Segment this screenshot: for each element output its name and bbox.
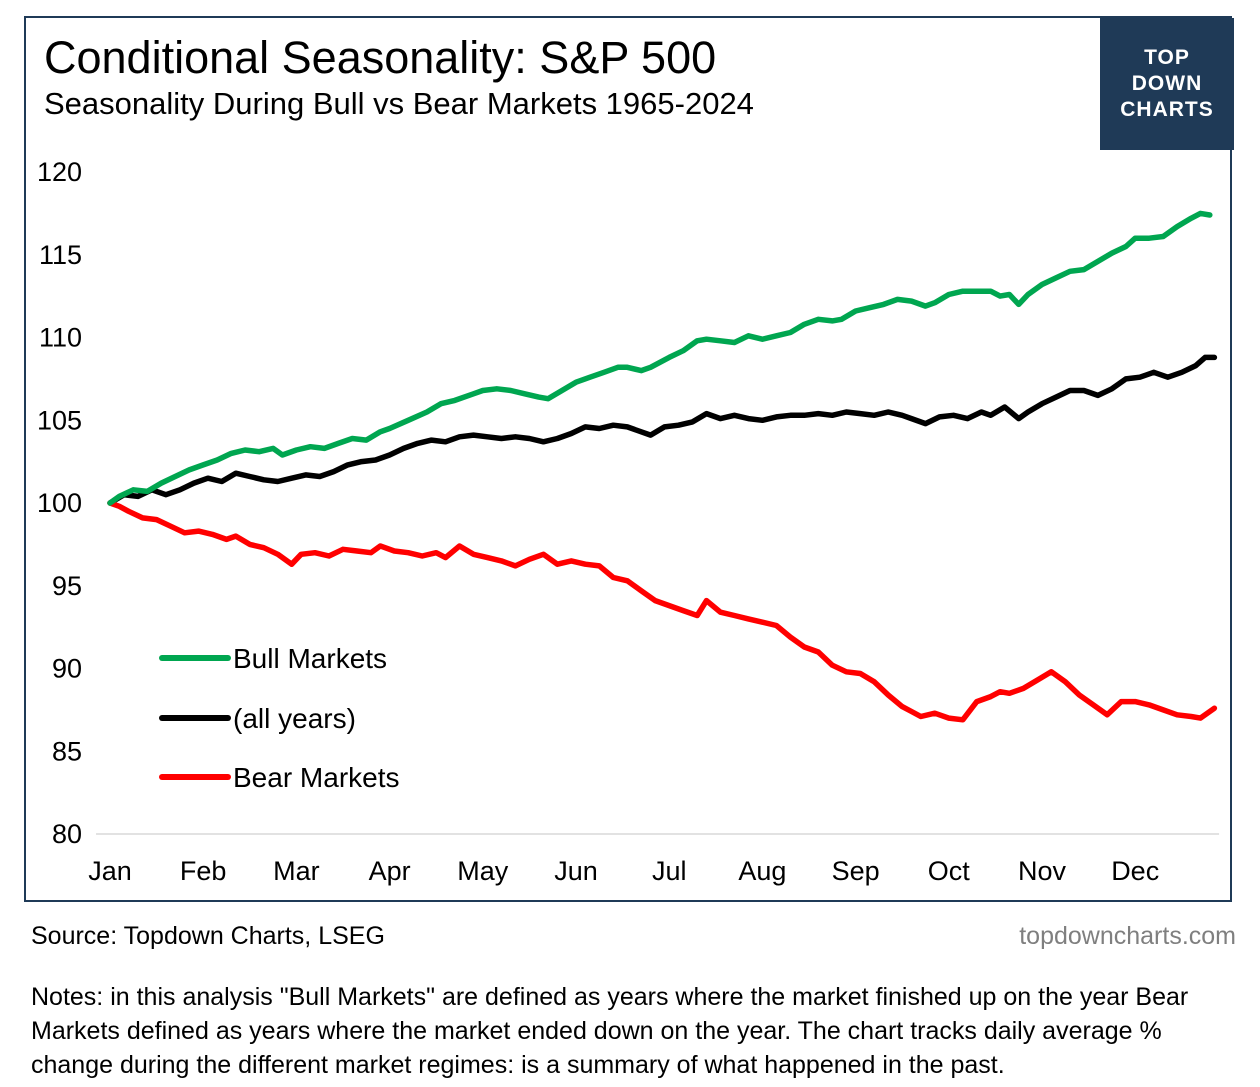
legend-bull-markets-label: Bull Markets: [233, 643, 387, 674]
y-tick-label: 90: [52, 654, 82, 684]
y-tick-label: 85: [52, 736, 82, 766]
all-years-line: [107, 354, 1218, 506]
line-chart: 80 85 90 95 100 105 110 115 120 Jan Feb Mar Apr May Ju…: [37, 157, 1220, 886]
logo-line-2: DOWN: [1131, 72, 1203, 95]
y-tick-label: 120: [37, 157, 82, 187]
legend-all-years-label: (all years): [233, 703, 356, 734]
y-tick-label: 105: [37, 405, 82, 435]
x-tick-label: Feb: [180, 856, 227, 886]
topdown-charts-logo: TOP DOWN CHARTS: [1100, 18, 1234, 150]
bull-markets-line: [107, 210, 1213, 506]
website-credit: topdowncharts.com: [1019, 922, 1236, 950]
x-tick-label: Apr: [369, 856, 411, 886]
y-tick-label: 80: [52, 819, 82, 849]
x-tick-label: Mar: [273, 856, 320, 886]
y-tick-label: 100: [37, 488, 82, 518]
y-tick-label: 115: [39, 240, 82, 270]
legend-bear-markets-label: Bear Markets: [233, 762, 400, 793]
chart-subtitle: Seasonality During Bull vs Bear Markets …: [44, 86, 754, 121]
x-tick-label: May: [457, 856, 509, 886]
x-tick-label: Jun: [554, 856, 598, 886]
x-tick-label: Nov: [1018, 856, 1067, 886]
x-tick-label: Jan: [88, 856, 132, 886]
x-tick-label: Sep: [832, 856, 880, 886]
chart-frame: Conditional Seasonality: S&P 500 Seasona…: [24, 16, 1234, 902]
chart-title: Conditional Seasonality: S&P 500: [44, 32, 717, 83]
y-tick-label: 95: [52, 571, 82, 601]
y-tick-label: 110: [39, 323, 82, 353]
source-note: Source: Topdown Charts, LSEG: [31, 922, 385, 950]
x-tick-label: Jul: [652, 856, 687, 886]
notes-text: Notes: in this analysis "Bull Markets" a…: [31, 983, 1189, 1079]
x-tick-label: Aug: [738, 856, 786, 886]
logo-line-1: TOP: [1144, 46, 1190, 69]
logo-line-3: CHARTS: [1120, 98, 1214, 121]
x-tick-label: Dec: [1111, 856, 1159, 886]
x-tick-label: Oct: [928, 856, 971, 886]
bear-markets-line: [107, 500, 1218, 723]
